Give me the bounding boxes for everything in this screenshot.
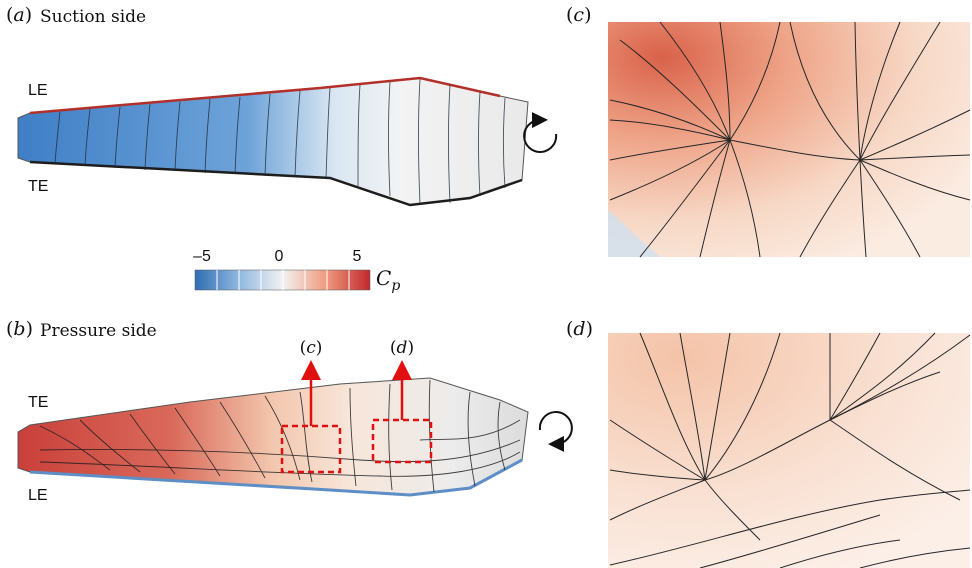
rotation-arrow-icon <box>538 411 573 452</box>
panel-b-top-edge-label: TE <box>28 394 49 411</box>
rotation-arrow-icon <box>523 112 558 153</box>
panel-d-label: (d) <box>566 318 594 340</box>
callout-label-c: (c) <box>299 338 323 358</box>
colorbar-tick-label: –5 <box>193 248 211 265</box>
panel-c-label: (c) <box>566 4 592 26</box>
suction-side-blade <box>17 76 529 207</box>
pressure-side-blade <box>17 377 529 497</box>
colorbar <box>194 269 371 291</box>
panel-b-label: (b) <box>6 318 34 340</box>
callout-label-d: (d) <box>389 338 415 358</box>
colorbar-tick-label: 0 <box>274 248 284 265</box>
panel-a-label: (a) <box>6 4 33 26</box>
panel-a-bottom-edge-label: TE <box>28 178 49 195</box>
panel-a-title: Suction side <box>40 7 147 27</box>
zoom-panel-c <box>608 21 971 258</box>
panel-b-bottom-edge-label: LE <box>28 487 48 504</box>
zoom-panel-d <box>608 332 971 568</box>
panel-a-top-edge-label: LE <box>28 82 48 99</box>
colorbar-tick-label: 5 <box>352 248 362 265</box>
panel-b-title: Pressure side <box>40 321 157 341</box>
callout-box-c <box>280 424 342 474</box>
colorbar-variable-label: Cp <box>376 266 401 294</box>
